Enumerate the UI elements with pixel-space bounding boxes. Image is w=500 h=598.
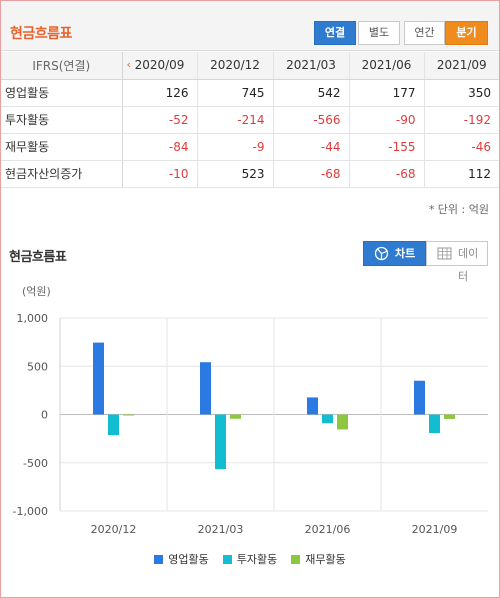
table-cell: -84	[121, 133, 197, 161]
row-label: 투자활동	[1, 106, 123, 134]
row-label: 영업활동	[1, 79, 123, 107]
column-header: ‹ 2020/09	[121, 52, 197, 80]
chart-view-button[interactable]: 차트	[363, 241, 426, 266]
chart-title: 현금흐름표	[9, 250, 67, 265]
quarterly-button[interactable]: 분기	[445, 21, 488, 45]
table-cell: 126	[121, 79, 197, 107]
data-button-label: 데이터	[458, 247, 479, 283]
y-tick-label: -500	[23, 457, 48, 470]
header-bar: 현금흐름표 연결 별도 연간 분기	[1, 1, 499, 51]
table-cell: -68	[272, 160, 349, 188]
separate-button[interactable]: 별도	[358, 21, 400, 45]
row-label: 재무활동	[1, 133, 123, 161]
bar	[429, 414, 440, 434]
x-tick-label: 2021/03	[198, 523, 244, 536]
table-cell: -566	[272, 106, 349, 134]
column-header: 2021/03	[272, 52, 349, 80]
bar	[200, 362, 211, 415]
x-tick-label: 2021/06	[305, 523, 351, 536]
column-header: 2021/06	[348, 52, 424, 80]
page-title: 현금흐름표	[10, 26, 72, 42]
x-tick-label: 2020/12	[91, 523, 137, 536]
table-cell: -214	[196, 106, 273, 134]
bar	[123, 414, 134, 416]
chevron-left-icon[interactable]: ‹	[126, 58, 131, 71]
table-cell: -52	[121, 106, 197, 134]
y-tick-label: 0	[41, 409, 48, 422]
table-cell: -10	[121, 160, 197, 188]
legend-swatch	[291, 555, 301, 564]
table-row: 재무활동 -84 -9 -44 -155 -46	[1, 133, 499, 161]
table-cell: 177	[348, 79, 424, 107]
bar	[108, 414, 119, 436]
bar	[414, 380, 425, 415]
y-axis-unit: (억원)	[22, 285, 51, 298]
bar	[322, 414, 333, 424]
cashflow-bar-chart: 1,000 500 0 -500 -1,000 2020/12 2021/03 2021/06…	[13, 312, 488, 536]
table-cell: -68	[348, 160, 424, 188]
table-cell: -44	[272, 133, 349, 161]
bar	[307, 397, 318, 415]
table-cell: 112	[423, 160, 499, 188]
table-cell: -90	[348, 106, 424, 134]
legend-item[interactable]: 투자활동	[222, 551, 278, 567]
table-cell: 542	[272, 79, 349, 107]
chart-button-label: 차트	[395, 247, 416, 260]
table-row: 현금자산의증가 -10 523 -68 -68 112	[1, 160, 499, 188]
table-cell: -192	[423, 106, 499, 134]
bar	[215, 414, 226, 470]
annual-button[interactable]: 연간	[404, 21, 445, 45]
consolidated-button[interactable]: 연결	[314, 21, 356, 45]
x-tick-label: 2021/09	[412, 523, 458, 536]
bar	[93, 342, 104, 415]
bar	[337, 414, 348, 430]
legend-label: 투자활동	[236, 553, 278, 566]
data-view-button[interactable]: 데이터	[426, 241, 488, 283]
table-cell: -155	[348, 133, 424, 161]
bar	[444, 414, 455, 419]
chart-legend: 영업활동 투자활동 재무활동	[0, 551, 500, 567]
row-label: 현금자산의증가	[1, 160, 123, 188]
table-cell: -46	[423, 133, 499, 161]
bar	[230, 414, 241, 419]
table-cell: -9	[196, 133, 273, 161]
table-icon	[437, 247, 452, 260]
unit-note: * 단위 : 억원	[428, 203, 489, 216]
legend-item[interactable]: 재무활동	[291, 551, 346, 567]
table-header-row: IFRS(연결) ‹ 2020/09 2020/12 2021/03 2021/0…	[1, 52, 499, 80]
table-cell: 350	[423, 79, 499, 107]
table-corner-label: IFRS(연결)	[1, 52, 122, 80]
y-tick-label: -1,000	[13, 505, 48, 518]
legend-item[interactable]: 영업활동	[154, 551, 209, 567]
legend-label: 재무활동	[305, 553, 346, 566]
y-tick-label: 1,000	[17, 312, 49, 325]
column-header: 2021/09	[423, 52, 499, 80]
table-cell: 745	[196, 79, 273, 107]
cashflow-table: IFRS(연결) ‹ 2020/09 2020/12 2021/03 2021/0…	[1, 52, 499, 188]
table-row: 투자활동 -52 -214 -566 -90 -192	[1, 106, 499, 134]
table-cell: 523	[196, 160, 273, 188]
table-row: 영업활동 126 745 542 177 350	[1, 79, 499, 107]
y-tick-label: 500	[27, 360, 48, 373]
legend-label: 영업활동	[168, 553, 209, 566]
legend-swatch	[222, 555, 232, 564]
legend-swatch	[154, 555, 164, 564]
chart-icon	[374, 246, 389, 261]
column-header: 2020/12	[196, 52, 273, 80]
